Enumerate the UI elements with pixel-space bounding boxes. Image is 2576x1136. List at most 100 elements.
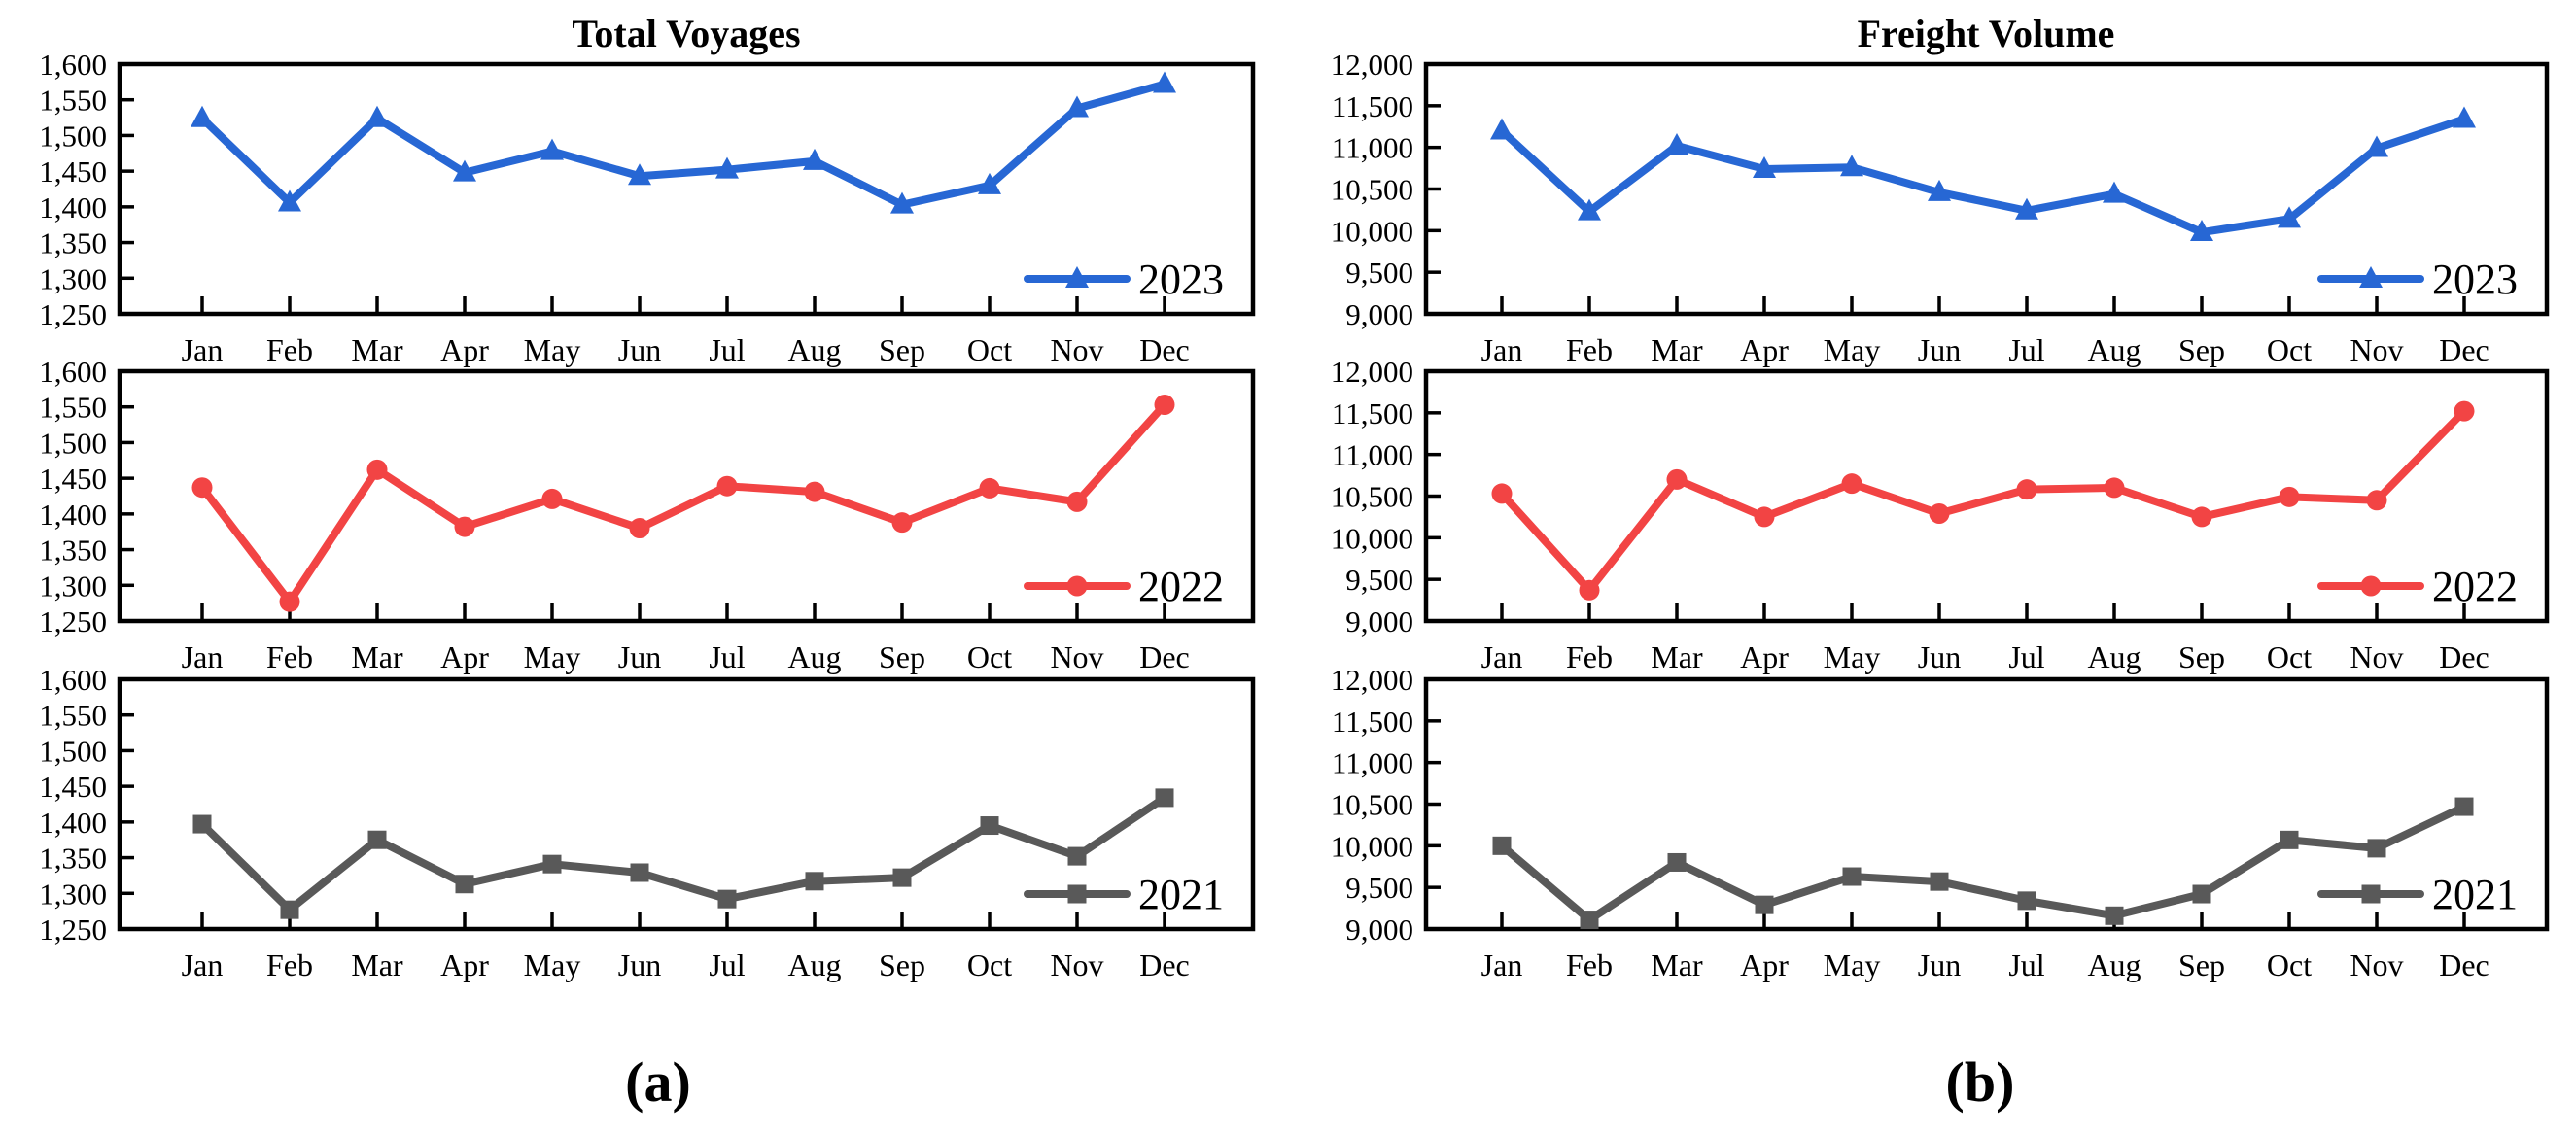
x-axis-label: Mar xyxy=(1651,947,1703,982)
x-axis-label: Jun xyxy=(618,332,661,367)
y-axis-label: 1,550 xyxy=(39,84,107,118)
legend-2022: 2022 xyxy=(1024,563,1224,610)
series-2022-line xyxy=(198,400,1168,606)
y-axis-label: 1,600 xyxy=(39,48,107,82)
y-axis-label: 1,450 xyxy=(39,155,107,189)
x-axis-label: Apr xyxy=(1740,332,1789,367)
y-axis-label: 1,300 xyxy=(39,261,107,295)
data-point xyxy=(1753,155,1776,178)
data-point xyxy=(455,875,474,894)
x-axis-label: Oct xyxy=(967,639,1012,674)
data-point xyxy=(278,189,301,212)
data-point xyxy=(2016,479,2037,500)
legend-2023: 2023 xyxy=(2317,256,2518,303)
x-axis-label: Mar xyxy=(351,332,403,367)
data-point xyxy=(2280,830,2299,849)
data-point xyxy=(453,159,476,182)
y-axis-label: 1,350 xyxy=(39,226,107,260)
data-point xyxy=(1490,118,1514,140)
data-point xyxy=(2017,891,2036,911)
x-axis-label: Feb xyxy=(1566,947,1613,982)
data-point xyxy=(1065,95,1089,118)
data-point xyxy=(1930,872,1949,891)
data-point xyxy=(1929,502,1950,524)
legend-label: 2022 xyxy=(1138,563,1224,610)
x-axis: Jan Feb Mar Apr May Jun Jul Aug Sep Oct Nov Dec xyxy=(182,912,1190,982)
x-axis-label: Jan xyxy=(1481,639,1523,674)
x-axis-label: Feb xyxy=(266,639,313,674)
data-point xyxy=(2453,106,2476,128)
data-point xyxy=(2366,490,2387,511)
data-point xyxy=(1153,71,1176,93)
legend-label: 2021 xyxy=(2432,871,2518,918)
x-axis-label: Aug xyxy=(2087,639,2141,674)
plot-frame xyxy=(1423,61,2550,317)
y-axis-label: 1,400 xyxy=(39,498,107,532)
data-point xyxy=(1580,911,1599,930)
x-axis-label: Nov xyxy=(1050,332,1103,367)
x-axis-label: Feb xyxy=(266,332,313,367)
series-2023-line xyxy=(198,80,1168,209)
x-axis-label: Aug xyxy=(787,947,841,982)
x-axis-label: Aug xyxy=(2087,947,2141,982)
y-axis-label: 10,500 xyxy=(1331,173,1413,207)
data-point xyxy=(2103,181,2126,203)
x-axis-label: Mar xyxy=(351,639,403,674)
x-axis-label: Oct xyxy=(2267,639,2312,674)
series-2021-line xyxy=(1498,803,2468,924)
x-axis-label: Mar xyxy=(351,947,403,982)
legend-square-icon xyxy=(1067,884,1087,904)
y-axis-label: 1,250 xyxy=(39,912,107,947)
data-point xyxy=(2015,197,2038,220)
legend-label: 2022 xyxy=(2432,563,2518,610)
x-axis-label: Nov xyxy=(2350,332,2403,367)
x-axis-label: Apr xyxy=(440,332,489,367)
data-point xyxy=(280,900,299,919)
x-axis-label: Dec xyxy=(1139,639,1190,674)
x-axis-label: Jun xyxy=(1918,639,1961,674)
x-axis-label: May xyxy=(524,639,581,674)
x-axis-label: Dec xyxy=(2439,639,2489,674)
y-axis-label: 12,000 xyxy=(1331,355,1413,389)
panel-a-2021: 1,6001,5501,5001,4501,4001,3501,3001,250… xyxy=(39,663,1256,982)
data-point xyxy=(2454,400,2475,422)
data-point xyxy=(630,863,649,882)
chart-panels: 1,6001,5501,5001,4501,4001,3501,3001,250… xyxy=(39,48,2550,982)
data-point xyxy=(1579,579,1600,601)
data-point xyxy=(279,591,300,612)
data-point xyxy=(366,459,388,480)
data-point xyxy=(1928,179,1951,201)
y-axis-label: 1,550 xyxy=(39,699,107,733)
y-axis-label: 1,500 xyxy=(39,734,107,768)
data-point xyxy=(2367,839,2386,858)
y-axis-label: 11,500 xyxy=(1332,705,1413,739)
plot-frame xyxy=(117,676,1256,932)
panel-b-2021: 12,000 11,500 11,000 10,500 10,000 9,500 9,000… xyxy=(1331,663,2550,982)
data-point xyxy=(892,868,912,887)
x-axis-label: Jun xyxy=(1918,332,1961,367)
x-axis-label: Sep xyxy=(879,639,925,674)
x-axis-label: Nov xyxy=(2350,639,2403,674)
x-axis-label: Aug xyxy=(2087,332,2141,367)
y-axis-label: 12,000 xyxy=(1331,48,1413,82)
y-axis-label: 1,400 xyxy=(39,806,107,840)
x-axis-label: Sep xyxy=(2178,947,2225,982)
data-point xyxy=(192,814,212,834)
data-point xyxy=(2190,220,2213,242)
figure-a-caption: (a) xyxy=(625,1050,691,1114)
x-axis: Jan Feb Mar Apr May Jun Jul Aug Sep Oct Nov Dec xyxy=(1481,296,2489,367)
y-axis-label: 1,450 xyxy=(39,462,107,496)
data-point xyxy=(1066,491,1088,512)
y-axis-label: 10,500 xyxy=(1331,480,1413,514)
x-axis-label: May xyxy=(1824,947,1881,982)
x-axis-label: Jan xyxy=(182,947,224,982)
data-point xyxy=(541,488,563,509)
y-axis-label: 10,000 xyxy=(1331,829,1413,863)
data-point xyxy=(1491,483,1513,504)
data-point xyxy=(716,475,738,497)
x-axis-label: Jun xyxy=(618,947,661,982)
x-axis-label: Dec xyxy=(2439,332,2489,367)
x-axis-label: May xyxy=(1824,639,1881,674)
legend-2023: 2023 xyxy=(1024,256,1224,303)
y-axis-label: 1,600 xyxy=(39,355,107,389)
